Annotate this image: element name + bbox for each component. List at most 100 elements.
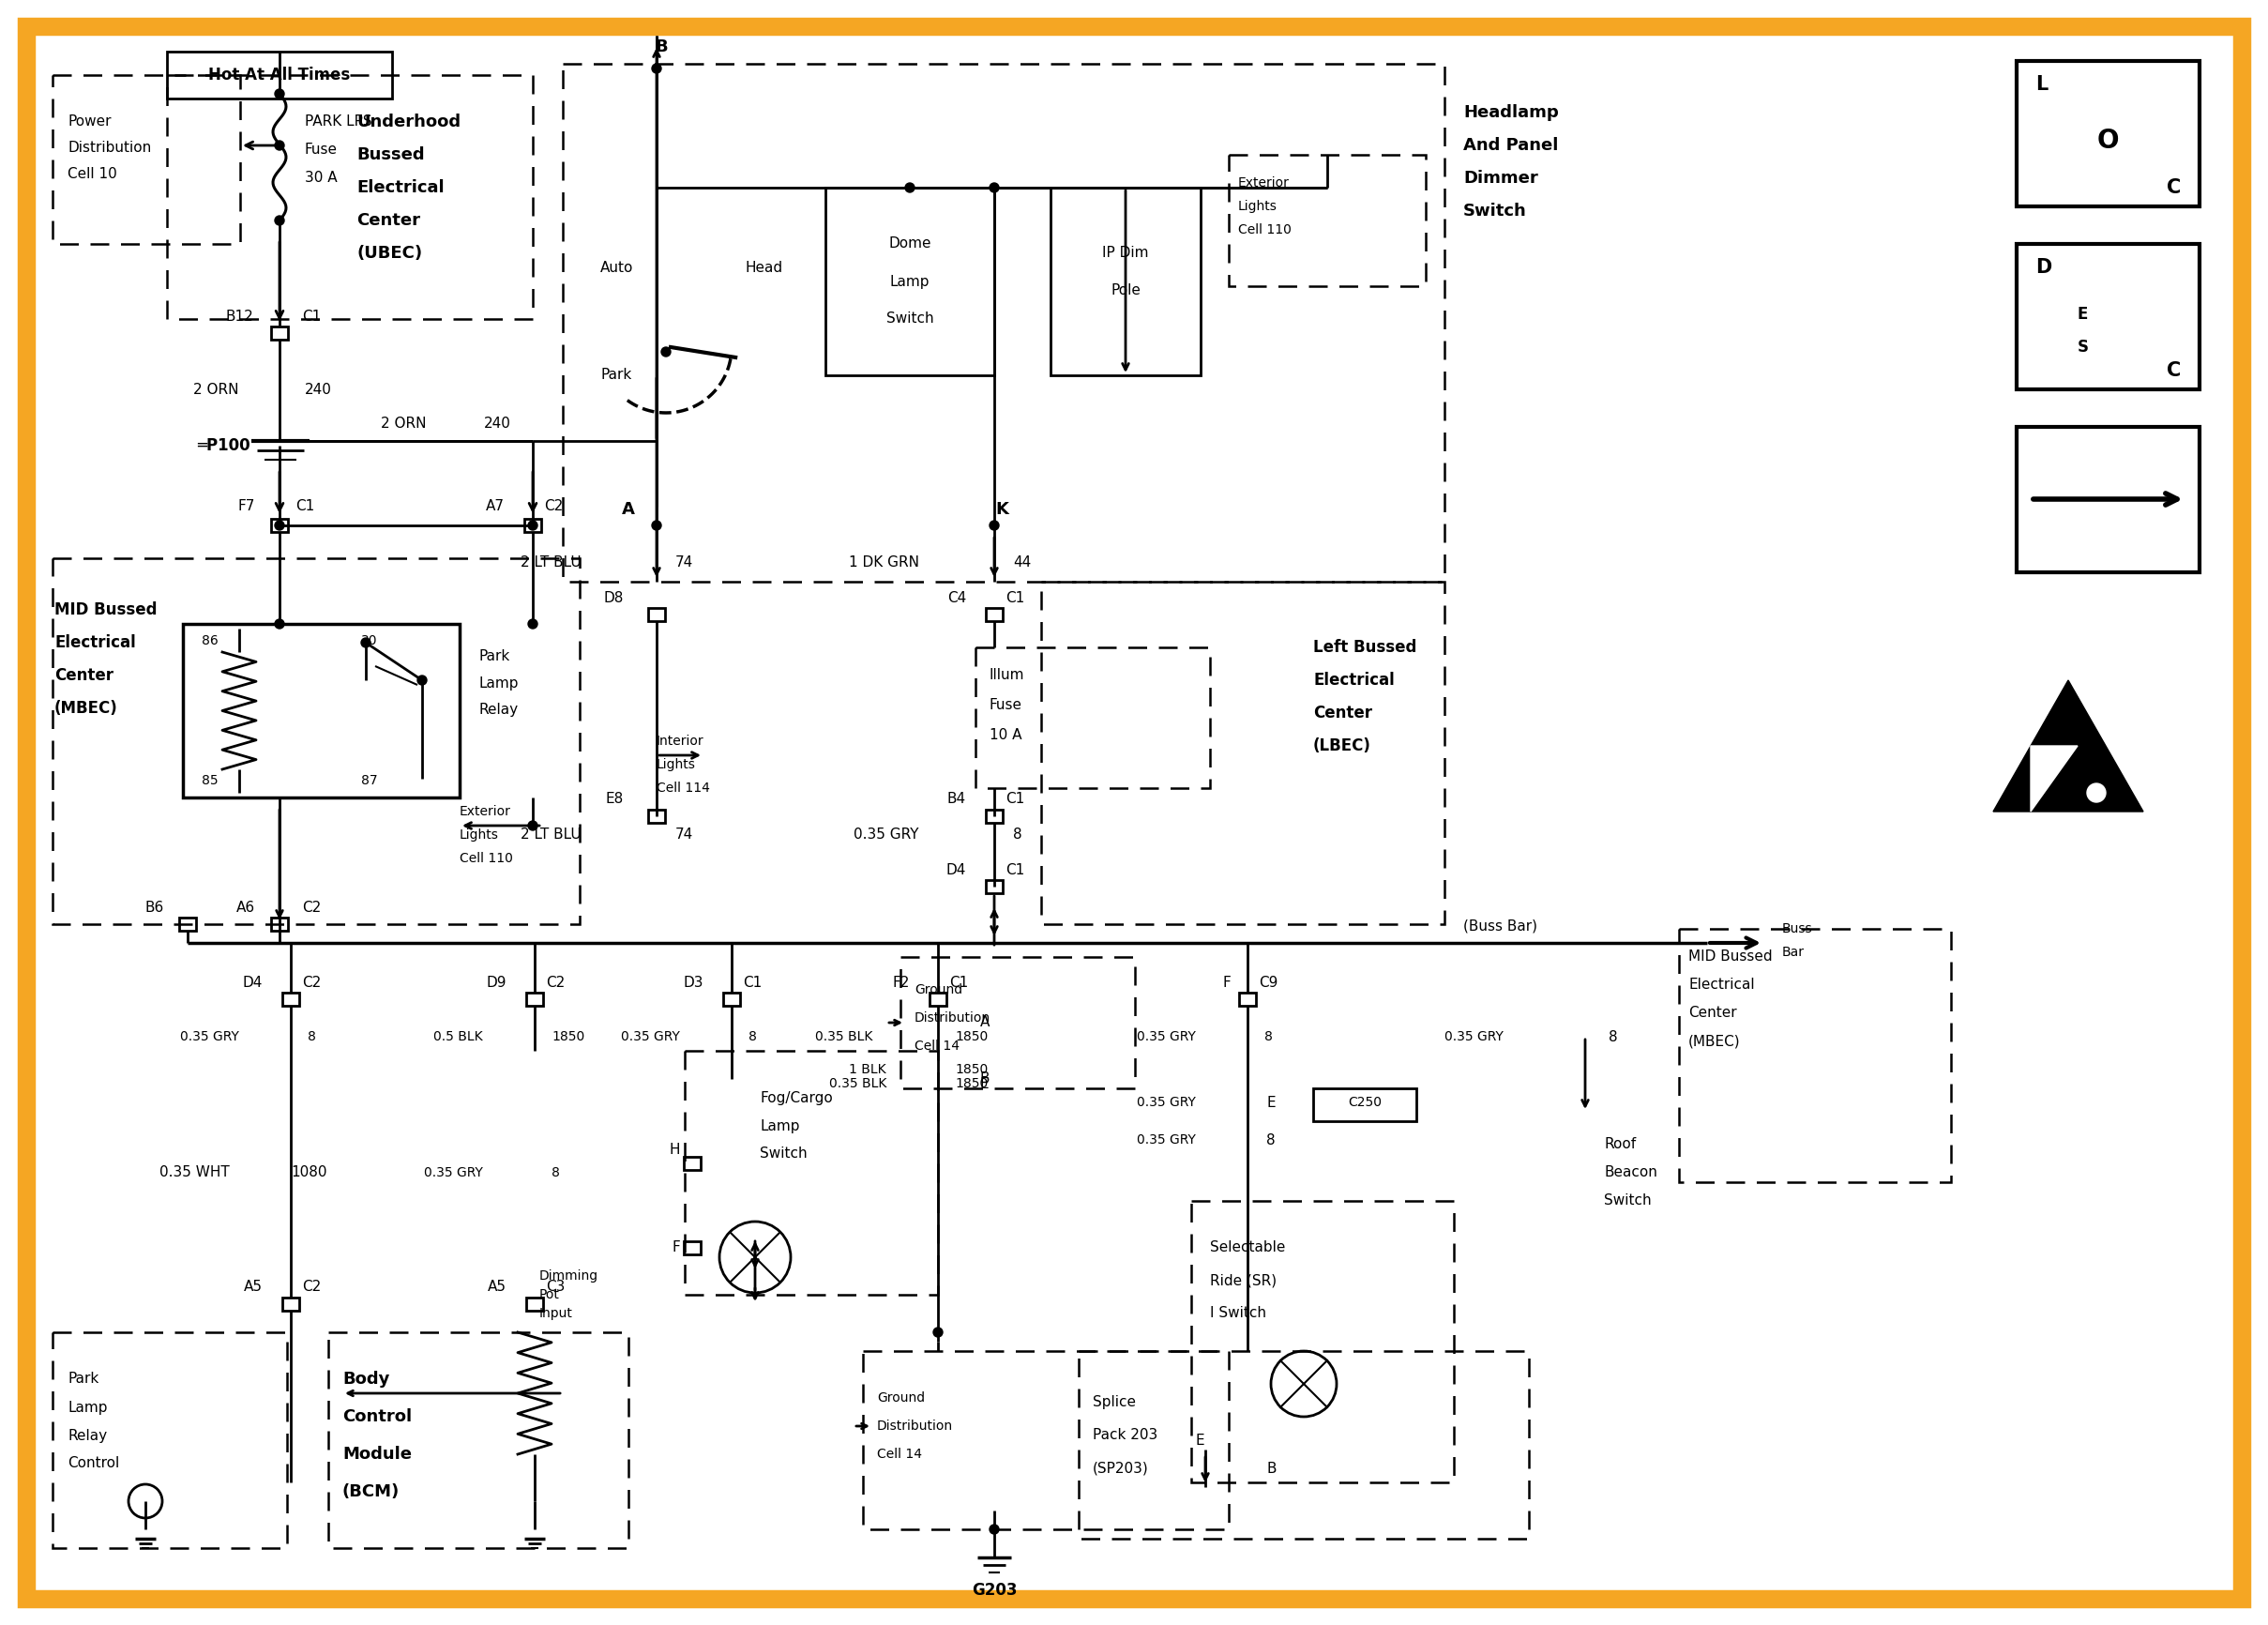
Bar [272, 918, 288, 931]
Text: Cell 110: Cell 110 [460, 852, 513, 864]
Text: MID Bussed: MID Bussed [54, 601, 156, 618]
Text: Selectable: Selectable [1209, 1242, 1286, 1254]
Text: C1: C1 [302, 309, 322, 323]
Text: 44: 44 [1014, 556, 1032, 570]
Bar [562, 63, 1445, 582]
Text: IP Dim: IP Dim [1102, 247, 1150, 260]
Text: C9: C9 [1259, 975, 1277, 990]
Text: Electrical: Electrical [356, 179, 445, 197]
Bar [184, 624, 460, 798]
Text: Exterior: Exterior [1238, 177, 1290, 190]
Text: S: S [2077, 338, 2089, 356]
Text: F: F [1222, 975, 1232, 990]
Text: Distribution: Distribution [878, 1420, 953, 1433]
Text: 8: 8 [1014, 829, 1023, 842]
Text: Lights: Lights [655, 759, 696, 772]
Text: 8: 8 [1266, 1133, 1275, 1147]
Text: 30 A: 30 A [304, 171, 338, 185]
Text: Fuse: Fuse [989, 699, 1023, 713]
Text: Cell 14: Cell 14 [878, 1448, 923, 1461]
Polygon shape [2030, 746, 2077, 811]
Bar [975, 647, 1209, 788]
Text: Ground: Ground [914, 983, 962, 996]
Circle shape [989, 520, 998, 530]
Circle shape [361, 639, 370, 647]
Text: Switch: Switch [1603, 1194, 1651, 1207]
Text: Ground: Ground [878, 1391, 925, 1404]
Bar [685, 1051, 939, 1295]
Text: 1850: 1850 [955, 1030, 989, 1043]
Text: F7: F7 [238, 499, 254, 514]
Text: Pack 203: Pack 203 [1093, 1428, 1157, 1443]
Bar [1238, 993, 1256, 1006]
Text: 0.35 WHT: 0.35 WHT [159, 1165, 229, 1180]
Text: E8: E8 [606, 793, 624, 806]
Circle shape [417, 676, 426, 684]
Text: F2: F2 [894, 975, 909, 990]
Text: D8: D8 [603, 590, 624, 604]
Text: B6: B6 [145, 900, 163, 915]
Text: Body: Body [342, 1372, 390, 1388]
Bar [826, 187, 993, 375]
Bar [52, 75, 240, 244]
Text: D3: D3 [683, 975, 703, 990]
Bar [272, 518, 288, 531]
Text: Electrical: Electrical [1687, 978, 1755, 993]
Text: E: E [980, 1077, 989, 1090]
Circle shape [528, 520, 538, 530]
Text: Cell 114: Cell 114 [655, 782, 710, 795]
Text: E: E [1195, 1433, 1204, 1448]
Text: Electrical: Electrical [1313, 671, 1395, 689]
Text: 0.35 GRY: 0.35 GRY [1136, 1030, 1195, 1043]
Text: Relay: Relay [68, 1428, 107, 1443]
Text: 0.35 GRY: 0.35 GRY [621, 1030, 680, 1043]
Text: 0.35 GRY: 0.35 GRY [1136, 1133, 1195, 1147]
Text: 2 LT BLU: 2 LT BLU [522, 556, 581, 570]
Text: Electrical: Electrical [54, 634, 136, 652]
Circle shape [905, 184, 914, 192]
Text: Lamp: Lamp [68, 1401, 107, 1414]
Bar [52, 559, 581, 925]
Text: C1: C1 [1005, 793, 1025, 806]
Bar [1191, 1201, 1454, 1482]
Text: A5: A5 [488, 1280, 506, 1294]
Text: Dimmer: Dimmer [1463, 171, 1538, 187]
Text: B: B [655, 39, 667, 55]
Text: 2 LT BLU: 2 LT BLU [522, 829, 581, 842]
Text: (Buss Bar): (Buss Bar) [1463, 920, 1538, 933]
Text: Headlamp: Headlamp [1463, 104, 1558, 120]
Bar [1229, 154, 1427, 286]
Text: 86: 86 [202, 634, 218, 647]
Text: Interior: Interior [655, 734, 703, 748]
Bar [2016, 62, 2200, 206]
Text: 0.35 BLK: 0.35 BLK [814, 1030, 873, 1043]
Text: C1: C1 [1005, 863, 1025, 877]
Circle shape [274, 520, 284, 530]
Text: Ride (SR): Ride (SR) [1209, 1274, 1277, 1287]
Bar [1050, 187, 1200, 375]
Text: C3: C3 [547, 1280, 565, 1294]
Text: Lamp: Lamp [889, 275, 930, 289]
Text: ═P100: ═P100 [197, 437, 249, 453]
Text: Illum: Illum [989, 668, 1025, 682]
Text: Hot At All Times: Hot At All Times [209, 67, 352, 83]
Text: Switch: Switch [887, 312, 934, 327]
Text: 0.35 GRY: 0.35 GRY [1445, 1030, 1504, 1043]
Text: Control: Control [342, 1409, 413, 1425]
Text: 0.35 GRY: 0.35 GRY [424, 1167, 483, 1180]
Circle shape [528, 619, 538, 629]
Text: 87: 87 [361, 774, 379, 786]
Text: Center: Center [54, 668, 113, 684]
Bar [649, 608, 665, 621]
Bar [987, 809, 1002, 822]
Polygon shape [1994, 681, 2143, 811]
Bar [179, 918, 195, 931]
Text: Pole: Pole [1111, 284, 1141, 297]
Circle shape [651, 63, 662, 73]
Text: 8: 8 [308, 1030, 315, 1043]
Circle shape [989, 184, 998, 192]
Text: O: O [2096, 128, 2118, 154]
Circle shape [274, 89, 284, 99]
Text: 0.5 BLK: 0.5 BLK [433, 1030, 483, 1043]
Text: C2: C2 [302, 975, 322, 990]
